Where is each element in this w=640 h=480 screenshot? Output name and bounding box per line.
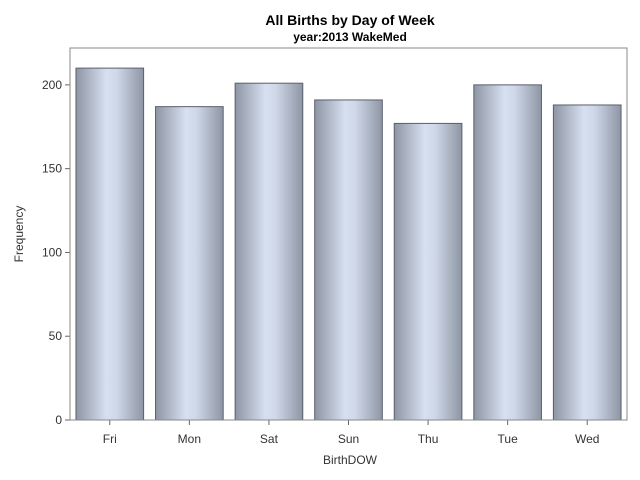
bar-tue [473,84,542,421]
x-tick-label-sat: Sat [260,432,279,446]
bar-sat [234,82,304,421]
x-tick-label-fri: Fri [103,432,117,446]
chart-subtitle: year:2013 WakeMed [293,30,407,44]
x-axis-label: BirthDOW [323,453,378,467]
x-tick-label-wed: Wed [575,432,599,446]
x-tick-label-thu: Thu [418,432,439,446]
bar-fri [75,67,145,421]
y-tick-label-150: 150 [42,162,62,176]
plot-frame [69,47,628,421]
bar-wed [552,104,622,421]
x-tick-label-mon: Mon [178,432,201,446]
y-tick-label-100: 100 [42,245,62,259]
x-tick-label-sun: Sun [338,432,359,446]
bars-group [75,67,622,421]
bar-mon [155,106,224,421]
y-tick-label-200: 200 [42,78,62,92]
x-axis-ticks: Fri Mon Sat Sun Thu Tue Wed [103,420,599,446]
bar-sun [314,99,383,421]
y-axis-ticks: 0 50 100 150 200 [42,78,70,427]
y-tick-label-50: 50 [49,329,63,343]
y-axis-label: Frequency [12,206,26,263]
bar-thu [393,122,463,421]
y-tick-label-0: 0 [55,413,62,427]
chart-title: All Births by Day of Week [265,12,435,28]
x-tick-label-tue: Tue [498,432,519,446]
